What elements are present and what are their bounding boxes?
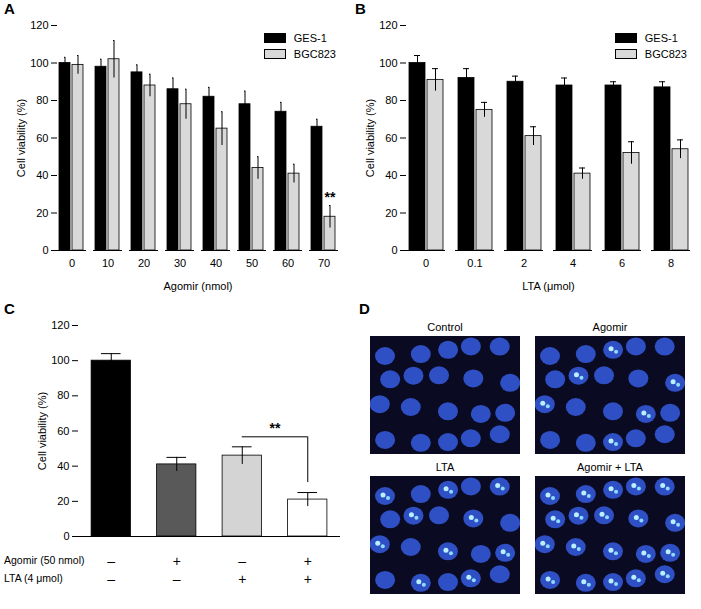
svg-text:20: 20: [36, 207, 48, 219]
html-text:Agomir: Agomir: [592, 321, 628, 333]
svg-text:20: 20: [385, 207, 397, 219]
svg-text:60: 60: [57, 425, 69, 437]
svg-text:100: 100: [379, 57, 397, 69]
svg-text:Cell viability (%): Cell viability (%): [15, 99, 27, 177]
svg-text:0.1: 0.1: [467, 257, 482, 269]
html-text:GES-1: GES-1: [293, 32, 327, 44]
svg-text:80: 80: [36, 94, 48, 106]
svg-text:+: +: [173, 553, 181, 569]
svg-text:+: +: [238, 571, 246, 587]
html-text:C: C: [4, 300, 15, 317]
html-text:A: A: [4, 0, 15, 17]
svg-text:–: –: [107, 553, 115, 569]
svg-text:–: –: [238, 553, 246, 569]
svg-text:0: 0: [423, 257, 429, 269]
svg-text:60: 60: [385, 132, 397, 144]
svg-text:4: 4: [570, 257, 576, 269]
svg-text:100: 100: [51, 354, 69, 366]
html-text:GES-1: GES-1: [644, 32, 678, 44]
html-text:BGC823: BGC823: [644, 48, 687, 60]
html-text:Agomir (50 nmol): Agomir (50 nmol): [4, 554, 85, 566]
svg-text:–: –: [173, 571, 181, 587]
svg-text:30: 30: [174, 257, 186, 269]
svg-text:2: 2: [521, 257, 527, 269]
svg-text:40: 40: [210, 257, 222, 269]
svg-text:80: 80: [385, 94, 397, 106]
svg-text:60: 60: [36, 132, 48, 144]
svg-text:8: 8: [668, 257, 674, 269]
svg-text:60: 60: [282, 257, 294, 269]
svg-text:–: –: [107, 571, 115, 587]
svg-text:0: 0: [42, 244, 48, 256]
svg-text:0: 0: [69, 257, 75, 269]
svg-text:0: 0: [63, 530, 69, 542]
svg-text:100: 100: [30, 57, 48, 69]
svg-text:Cell viability (%): Cell viability (%): [364, 99, 376, 177]
html-text:Agomir + LTA: Agomir + LTA: [577, 461, 643, 473]
svg-text:+: +: [304, 571, 312, 587]
html-text:LTA: LTA: [435, 461, 455, 473]
svg-text:Cell viability (%): Cell viability (%): [36, 392, 48, 470]
svg-text:Agomir (nmol): Agomir (nmol): [163, 280, 232, 292]
svg-text:**: **: [325, 189, 336, 205]
svg-text:**: **: [270, 420, 281, 436]
svg-text:70: 70: [318, 257, 330, 269]
html-text:Control: Control: [427, 321, 463, 333]
svg-text:50: 50: [246, 257, 258, 269]
svg-text:40: 40: [36, 169, 48, 181]
html-text:LTA (4 μmol): LTA (4 μmol): [4, 572, 63, 584]
svg-text:120: 120: [379, 19, 397, 31]
svg-text:10: 10: [102, 257, 114, 269]
svg-text:120: 120: [51, 319, 69, 331]
html-text:B: B: [355, 0, 366, 17]
svg-text:6: 6: [619, 257, 625, 269]
svg-text:40: 40: [57, 460, 69, 472]
svg-text:80: 80: [57, 389, 69, 401]
svg-text:+: +: [304, 553, 312, 569]
html-text:BGC823: BGC823: [293, 48, 336, 60]
svg-text:20: 20: [138, 257, 150, 269]
svg-text:0: 0: [391, 244, 397, 256]
svg-text:40: 40: [385, 169, 397, 181]
html-text:D: D: [359, 300, 370, 317]
svg-text:20: 20: [57, 495, 69, 507]
svg-text:LTA (μmol): LTA (μmol): [522, 280, 574, 292]
svg-text:120: 120: [30, 19, 48, 31]
